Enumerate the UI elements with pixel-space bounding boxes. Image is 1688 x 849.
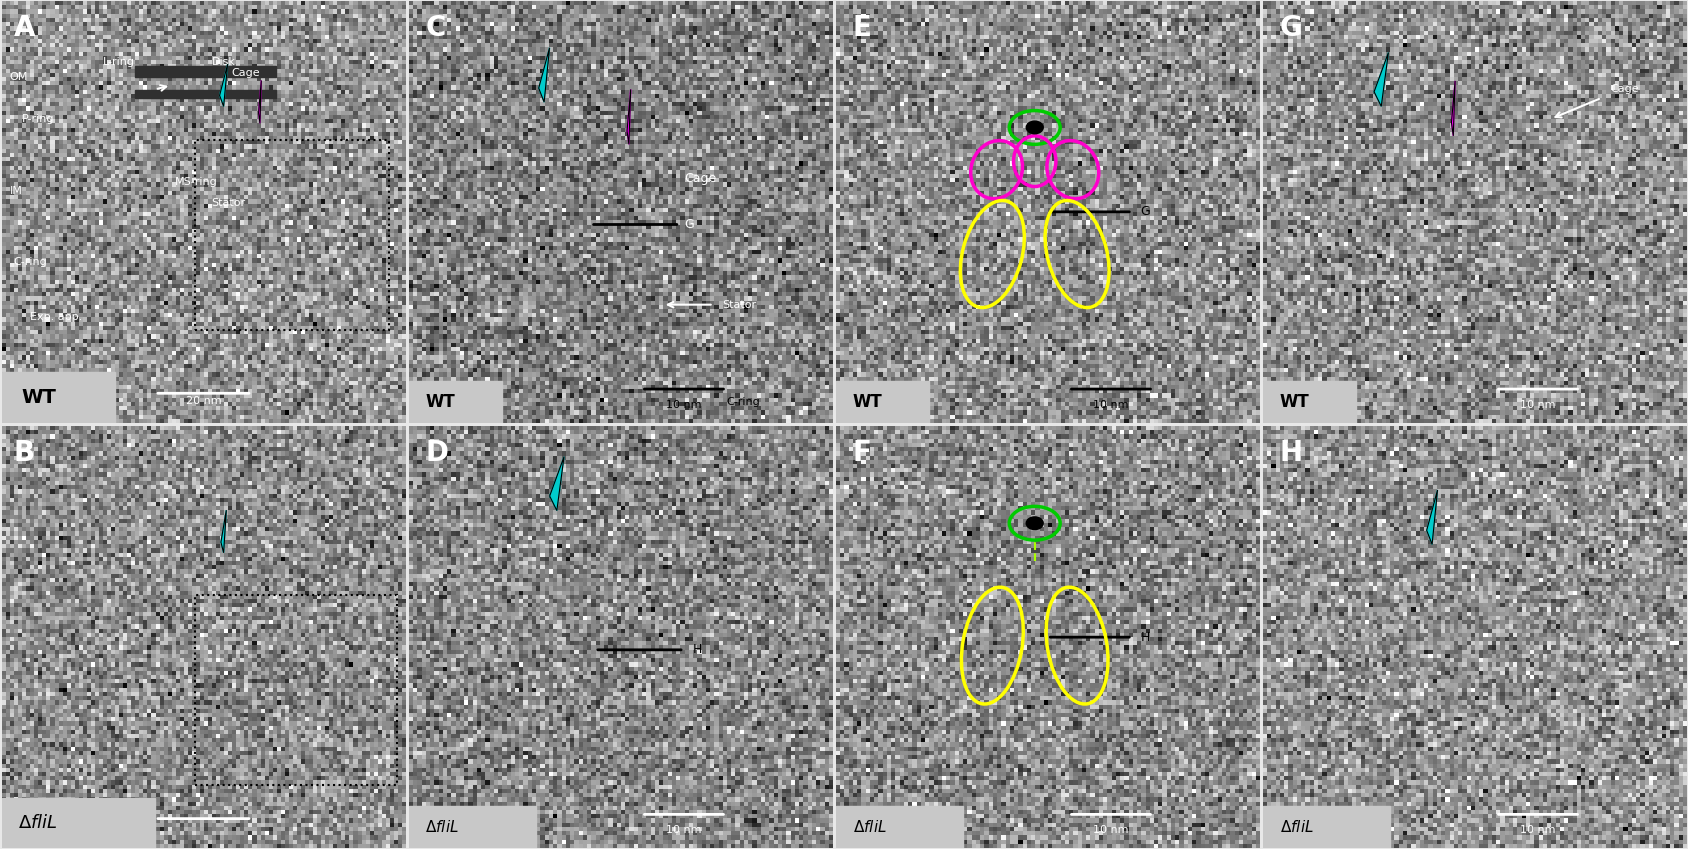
Polygon shape — [1374, 53, 1389, 106]
Bar — [196, 140, 388, 330]
Bar — [836, 380, 928, 423]
Text: 10 nm: 10 nm — [667, 400, 702, 410]
Text: Stator: Stator — [722, 300, 756, 310]
Polygon shape — [221, 510, 226, 553]
Text: $\Delta$fliL: $\Delta$fliL — [852, 819, 886, 835]
Bar — [1263, 380, 1355, 423]
Text: $\Delta$fliL: $\Delta$fliL — [19, 814, 57, 832]
Text: H: H — [1141, 631, 1150, 644]
Text: 10 nm: 10 nm — [1521, 400, 1556, 410]
Text: G: G — [1280, 14, 1303, 42]
Text: WT: WT — [1280, 393, 1310, 411]
Text: E: E — [852, 14, 871, 42]
Polygon shape — [538, 48, 550, 102]
Bar — [408, 380, 501, 423]
Polygon shape — [219, 64, 228, 106]
Text: L-ring: L-ring — [103, 57, 135, 67]
Text: G: G — [684, 218, 694, 231]
Bar — [196, 595, 397, 784]
Ellipse shape — [1026, 517, 1043, 530]
Text: WT: WT — [852, 393, 883, 411]
Polygon shape — [626, 89, 631, 144]
Text: IM: IM — [10, 186, 22, 196]
Bar — [135, 90, 277, 98]
Text: H: H — [1280, 439, 1303, 467]
Text: F: F — [852, 439, 871, 467]
Text: Stator: Stator — [211, 199, 246, 208]
Bar — [2, 797, 155, 848]
Bar — [408, 806, 535, 848]
Text: 10 nm: 10 nm — [1094, 400, 1129, 410]
Text: P-ring: P-ring — [22, 114, 54, 124]
Text: H: H — [692, 644, 702, 656]
Text: Exp. app.: Exp. app. — [30, 312, 83, 323]
Polygon shape — [550, 457, 564, 510]
Polygon shape — [1426, 490, 1438, 544]
Text: G: G — [1141, 205, 1151, 218]
Text: $\Delta$fliL: $\Delta$fliL — [1280, 819, 1313, 835]
Text: 20 nm: 20 nm — [186, 396, 221, 406]
Polygon shape — [258, 81, 262, 123]
Text: 10 nm: 10 nm — [1521, 825, 1556, 835]
Bar — [135, 66, 277, 76]
Text: 10 nm: 10 nm — [1094, 825, 1129, 835]
Text: C-ring: C-ring — [14, 257, 47, 267]
Text: B: B — [14, 439, 35, 467]
Text: OM: OM — [10, 72, 29, 82]
Text: Cage: Cage — [231, 68, 260, 77]
Text: MS-ring: MS-ring — [176, 177, 218, 188]
Text: D: D — [425, 439, 449, 467]
Ellipse shape — [1026, 121, 1043, 134]
Text: Cage: Cage — [684, 171, 716, 184]
Text: Cage: Cage — [1610, 84, 1639, 94]
Bar — [1263, 806, 1389, 848]
Text: $\Delta$fliL: $\Delta$fliL — [425, 819, 459, 835]
Text: C-ring: C-ring — [726, 396, 760, 407]
Text: Disk: Disk — [211, 57, 235, 67]
Bar — [836, 806, 962, 848]
Polygon shape — [1452, 81, 1455, 136]
Bar — [2, 372, 115, 423]
Text: 10 nm: 10 nm — [667, 825, 702, 835]
Text: WT: WT — [425, 393, 456, 411]
Text: A: A — [14, 14, 35, 42]
Text: C: C — [425, 14, 446, 42]
Text: WT: WT — [22, 388, 57, 407]
